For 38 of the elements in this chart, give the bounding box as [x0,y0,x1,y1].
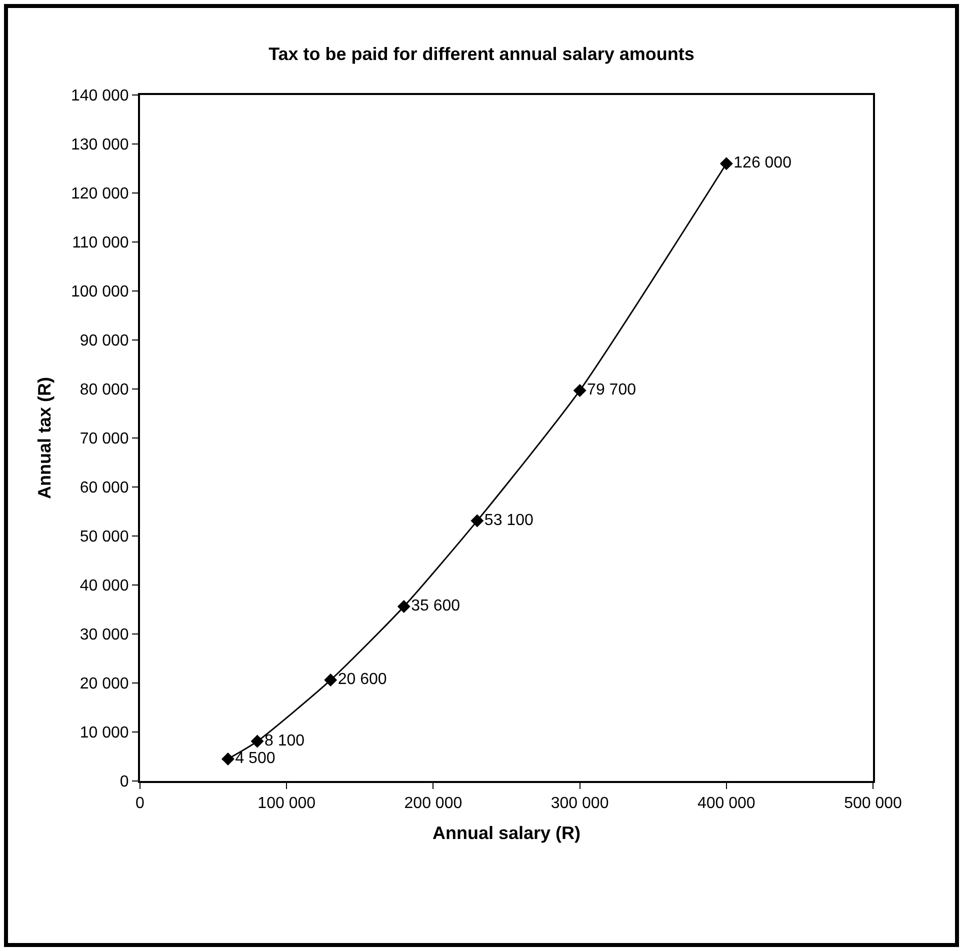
y-tick-label: 60 000 [80,480,129,497]
point [221,752,234,766]
data-label: 79 700 [587,381,636,398]
data-label: 53 100 [484,512,534,529]
point [397,600,410,614]
y-tick-label: 0 [120,774,129,791]
point [470,514,484,528]
data-label: 20 600 [338,671,387,688]
x-tick-label: 300 000 [550,795,609,812]
point [250,734,264,748]
y-tick-label: 70 000 [80,430,129,448]
y-tick-label: 140 000 [70,88,129,105]
y-tick-label: 30 000 [80,626,129,644]
x-axis-title: Annual salary (R) [432,822,581,843]
x-tick-label: 0 [136,795,145,812]
y-axis-title: Annual tax (R) [34,376,55,500]
y-tick-label: 10 000 [80,724,129,742]
point [324,674,338,687]
y-tick-label: 100 000 [70,284,129,301]
data-label: 126 000 [734,154,792,172]
y-tick-label: 130 000 [70,136,129,154]
y-tick-label: 50 000 [80,528,129,546]
x-tick-label: 100 000 [258,795,316,812]
x-tick-label: 500 000 [844,795,902,812]
y-tick-label: 90 000 [80,332,129,350]
chart-title: Tax to be paid for different annual salary amounts [268,44,694,64]
y-tick-label: 80 000 [80,382,129,399]
y-tick-label: 120 000 [70,186,129,203]
y-tick-label: 110 000 [72,234,129,252]
data-label: 35 600 [411,598,460,615]
y-tick-label: 20 000 [80,676,129,693]
y-tick-label: 40 000 [80,578,129,595]
point [720,157,733,170]
data-label: 8 100 [264,732,305,750]
data-label: 4 500 [235,750,276,767]
x-tick-label: 400 000 [697,795,756,812]
point [573,384,586,397]
x-tick-label: 200 000 [404,795,462,812]
